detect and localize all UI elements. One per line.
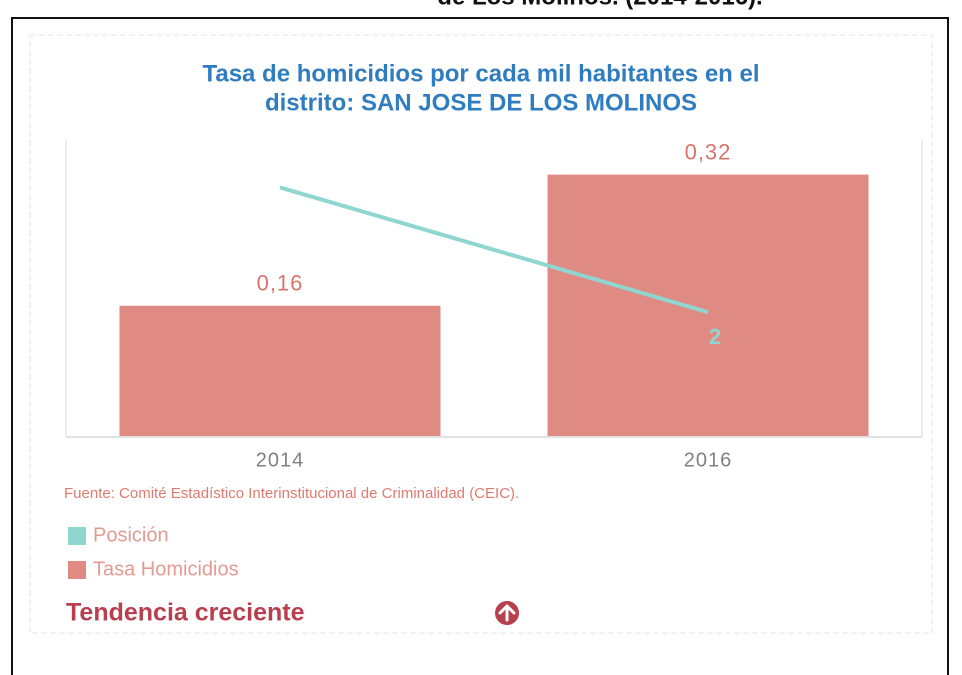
legend-label: Tasa Homicidios xyxy=(93,558,239,580)
legend-swatch xyxy=(68,561,86,579)
bar-value-label: 0,32 xyxy=(685,139,732,164)
outer-frame xyxy=(11,17,949,675)
line xyxy=(279,185,709,315)
chart-title: Tasa de homicidios por cada mil habitant… xyxy=(202,60,759,87)
line-value-label: 2 xyxy=(709,324,721,349)
chart-title: distrito: SAN JOSE DE LOS MOLINOS xyxy=(265,89,697,116)
bar xyxy=(547,174,869,437)
bar-value-label: 0,16 xyxy=(257,271,304,296)
legend: Posición Tasa Homicidios xyxy=(68,524,239,580)
trend-icon xyxy=(495,601,519,625)
x-tick-label: 2016 xyxy=(684,449,733,471)
trend-label: Tendencia creciente xyxy=(66,599,305,627)
x-tick-label: 2014 xyxy=(256,449,305,471)
header-text: de Los Molinos. (2014-2016). xyxy=(437,0,762,10)
source-note: Fuente: Comité Estadístico Interinstituc… xyxy=(64,485,519,502)
legend-label: Posición xyxy=(93,524,169,546)
bar xyxy=(119,305,441,437)
card-frame xyxy=(29,34,933,634)
legend-swatch xyxy=(68,527,86,545)
plot: 0,16 0,32 2 2014 2016 xyxy=(66,139,922,471)
